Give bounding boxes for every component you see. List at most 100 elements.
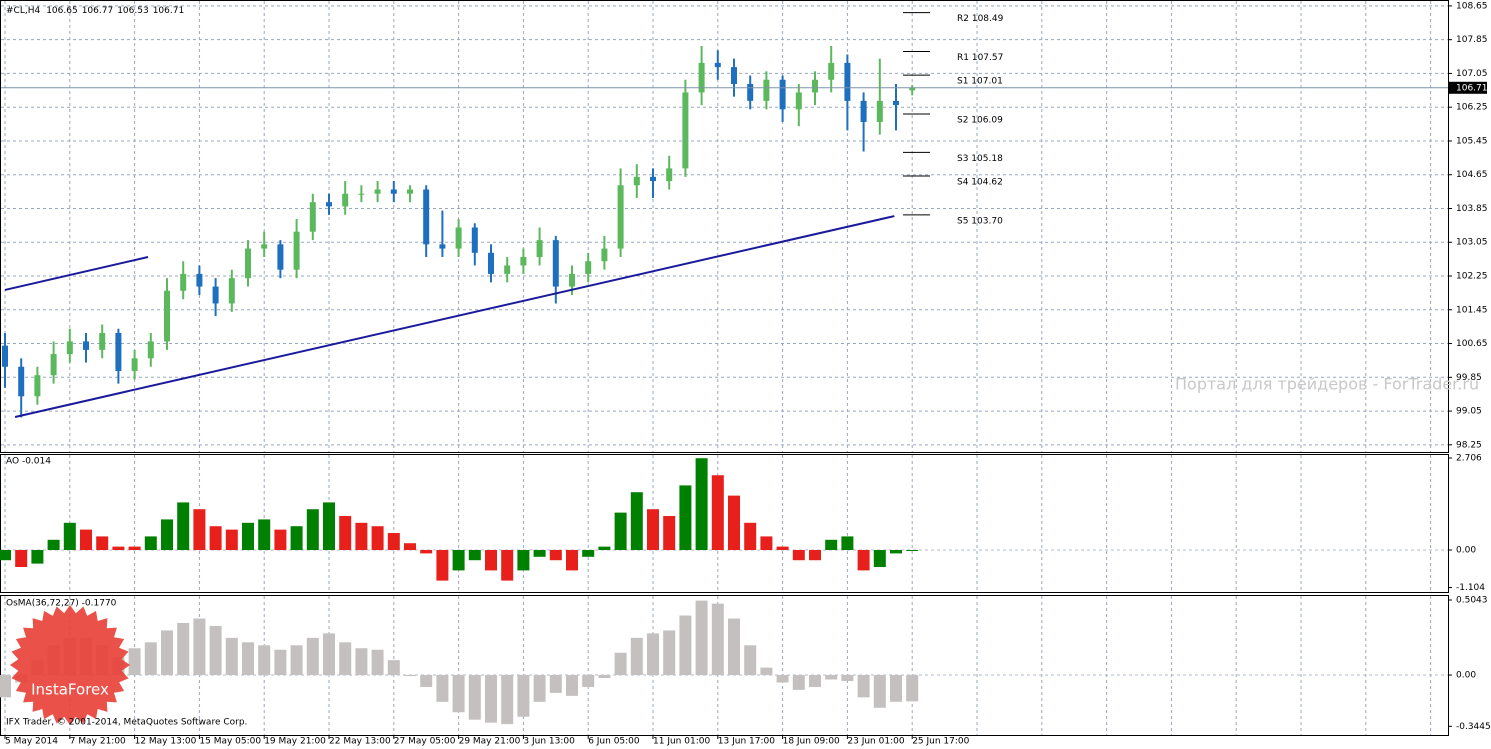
- x-tick-label: 18 Jun 09:00: [783, 737, 840, 747]
- candle-body: [893, 100, 899, 106]
- histogram-bar: [533, 550, 546, 557]
- candle-body: [147, 341, 154, 359]
- histogram-bar: [404, 675, 416, 677]
- histogram-bar: [80, 529, 92, 551]
- candle-body: [779, 79, 786, 110]
- histogram-bar: [663, 630, 676, 676]
- candle-body: [747, 83, 754, 101]
- candle-body: [617, 185, 624, 249]
- candle-body: [682, 92, 689, 169]
- x-tick-label: 22 May 13:00: [329, 737, 391, 747]
- histogram-bar: [355, 522, 368, 551]
- histogram-bar: [161, 630, 173, 676]
- y-tick-label: -0.3445: [1456, 722, 1491, 732]
- histogram-bar: [225, 637, 238, 676]
- histogram-bar: [695, 600, 708, 676]
- candle-body: [245, 248, 251, 279]
- histogram-bar: [517, 550, 530, 571]
- histogram-bar: [873, 550, 886, 568]
- candle-body: [909, 87, 916, 91]
- y-tick-label: 0.00: [1456, 671, 1476, 681]
- symbol: #CL,H4: [6, 6, 40, 16]
- candle-body: [860, 100, 867, 122]
- histogram-bar: [371, 649, 384, 676]
- candle-body: [423, 189, 430, 245]
- pivot-label: S2 106.09: [957, 115, 1003, 125]
- candle-body: [844, 62, 851, 101]
- panel-frame: [0, 0, 1449, 453]
- histogram-bar: [501, 550, 514, 581]
- candle-body: [698, 62, 705, 93]
- price-tag: [1449, 81, 1487, 94]
- histogram-bar: [809, 675, 821, 687]
- histogram-bar: [0, 550, 11, 561]
- candle-body: [504, 265, 511, 274]
- y-tick-label: 100.65: [1456, 339, 1488, 349]
- histogram-bar: [760, 536, 773, 551]
- histogram-bar: [841, 675, 854, 681]
- y-tick-label: 2.706: [1456, 454, 1482, 464]
- histogram-bar: [177, 622, 190, 676]
- histogram-bar: [792, 550, 805, 561]
- pivot-label: S5 103.70: [957, 216, 1003, 226]
- y-tick-label: 105.45: [1456, 136, 1488, 146]
- histogram-bar: [420, 675, 433, 687]
- histogram-bar: [468, 675, 481, 720]
- candle-body: [390, 189, 397, 194]
- candle-body: [277, 244, 284, 270]
- candle-body: [212, 286, 219, 304]
- histogram-bar: [857, 675, 870, 698]
- y-tick-label: 99.05: [1456, 407, 1482, 417]
- histogram-bar: [711, 603, 724, 676]
- histogram-bar: [614, 512, 627, 551]
- histogram-bar: [355, 648, 368, 676]
- y-tick-label: 104.65: [1456, 170, 1488, 180]
- logo-badge: [10, 605, 130, 725]
- histogram-bar: [890, 675, 902, 702]
- histogram-bar: [906, 550, 919, 552]
- histogram-bar: [906, 675, 919, 702]
- candle-body: [326, 202, 332, 207]
- histogram-bar: [825, 539, 838, 551]
- candle-body: [876, 100, 883, 122]
- histogram-bar: [485, 675, 497, 723]
- candle-body: [812, 79, 818, 93]
- histogram-bar: [809, 550, 821, 561]
- candle-body: [488, 252, 494, 274]
- histogram-bar: [242, 642, 254, 676]
- panel-title: OsMA(36,72,27) -0.1770: [6, 599, 117, 609]
- histogram-bar: [744, 522, 757, 551]
- candle-body: [714, 62, 721, 68]
- panel-frame: [0, 454, 1449, 593]
- candle-body: [293, 231, 300, 270]
- histogram-bar: [420, 550, 433, 554]
- histogram-bar: [744, 645, 757, 676]
- histogram-bar: [647, 509, 659, 551]
- histogram-bar: [387, 660, 400, 676]
- candle-body: [471, 227, 478, 253]
- candle-body: [731, 67, 737, 84]
- chart-header: #CL,H4 106.65 106.77 106.53 106.71: [6, 6, 184, 16]
- histogram-bar: [452, 675, 465, 713]
- histogram-bar: [112, 546, 125, 551]
- logo-text: InstaForex: [31, 681, 109, 699]
- histogram-bar: [242, 522, 254, 551]
- histogram-bar: [452, 550, 465, 571]
- histogram-bar: [339, 516, 352, 551]
- histogram-bar: [679, 485, 692, 551]
- x-tick-label: 27 May 05:00: [394, 737, 456, 747]
- last-low: 106.53: [117, 6, 149, 16]
- histogram-bar: [549, 675, 562, 693]
- histogram-bar: [566, 550, 578, 571]
- histogram-bar: [598, 675, 611, 679]
- histogram-bar: [841, 536, 854, 551]
- histogram-bar: [339, 642, 352, 676]
- histogram-bar: [274, 529, 287, 551]
- candle-body: [650, 176, 656, 182]
- candle-body: [536, 240, 543, 258]
- y-tick-label: 103.85: [1456, 204, 1488, 214]
- histogram-bar: [290, 645, 303, 676]
- histogram-bar: [404, 543, 416, 551]
- histogram-bar: [825, 675, 838, 680]
